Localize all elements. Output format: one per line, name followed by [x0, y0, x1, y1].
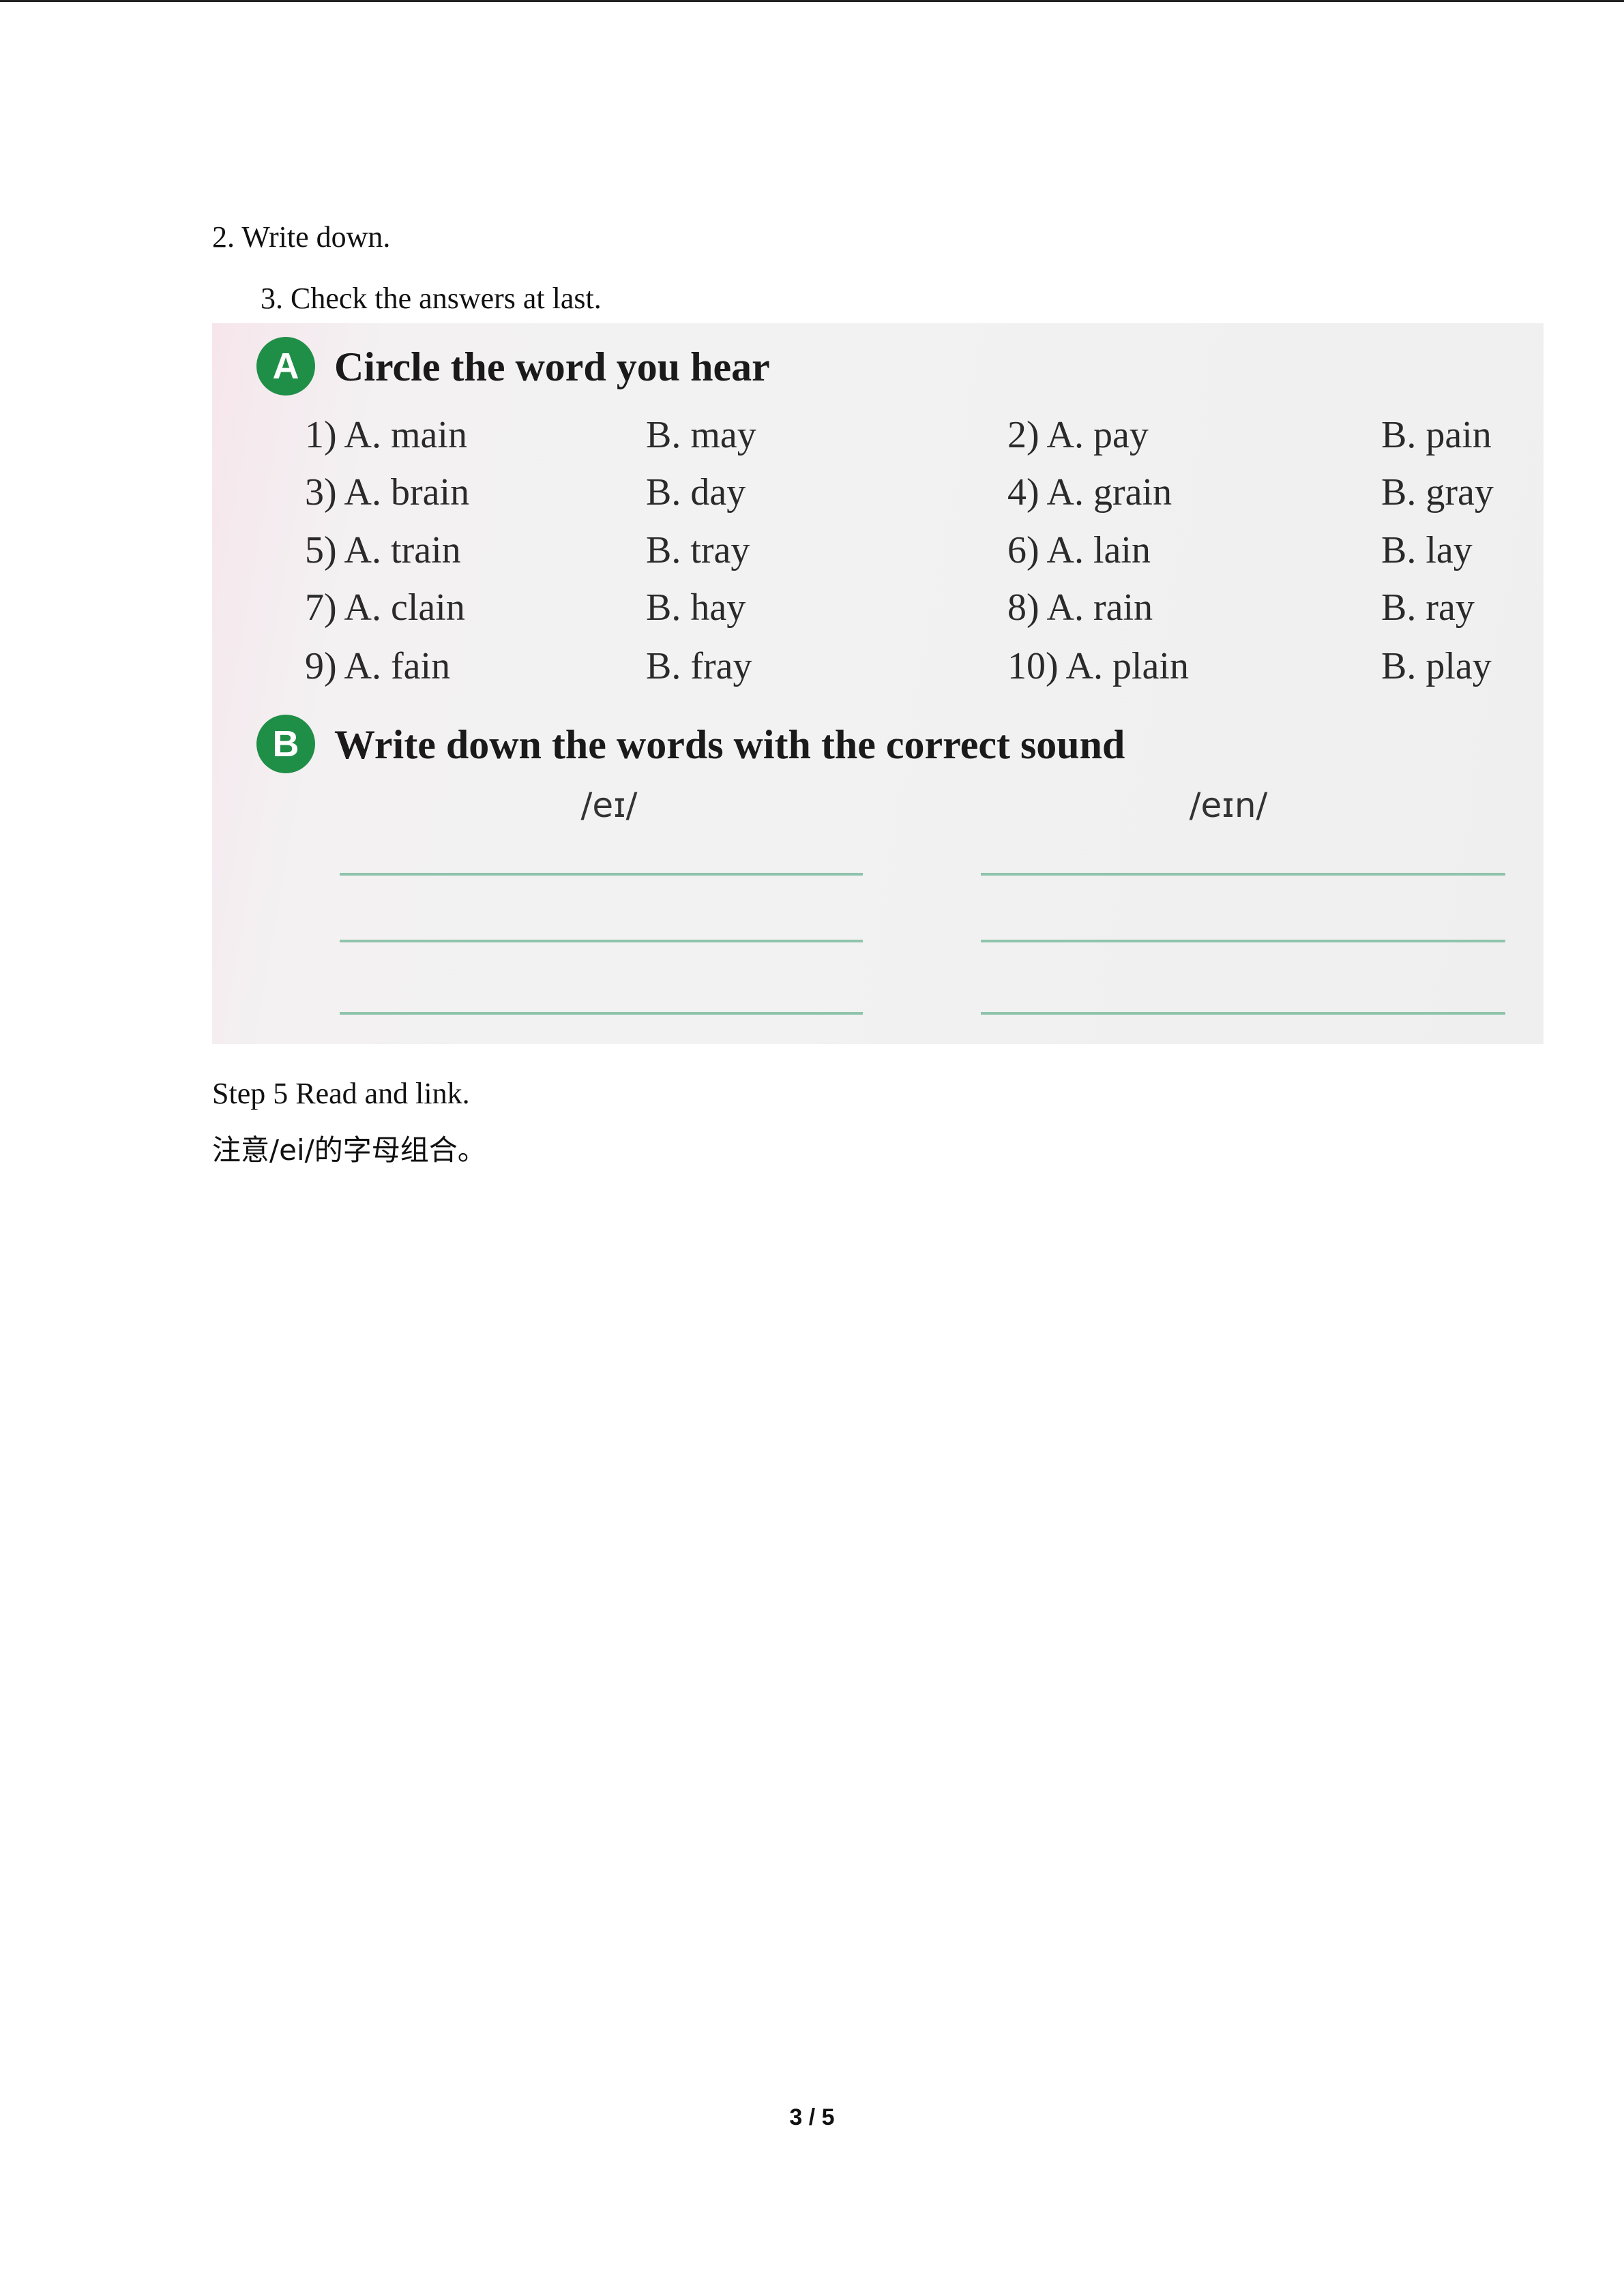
sound-ei-label: /eɪ/: [580, 786, 638, 825]
item-5-option-a: 5) A. train: [305, 529, 461, 571]
instruction-check-answers: 3. Check the answers at last.: [261, 282, 602, 315]
item-5-option-b: B. tray: [646, 529, 750, 571]
answer-line-ein-1: [981, 873, 1505, 876]
answer-line-ei-1: [340, 873, 863, 876]
page-top-border: [0, 0, 1624, 2]
item-6-option-b: B. lay: [1381, 529, 1473, 571]
item-10-option-a: 10) A. plain: [1007, 645, 1189, 687]
item-7-option-a: 7) A. clain: [305, 586, 465, 629]
instruction-write-down: 2. Write down.: [212, 220, 391, 254]
answer-line-ein-3: [981, 1012, 1505, 1015]
item-9-option-b: B. fray: [646, 645, 752, 687]
badge-a: A: [256, 337, 315, 396]
item-1-option-b: B. may: [646, 414, 756, 456]
item-3-option-b: B. day: [646, 471, 746, 513]
item-4-option-b: B. gray: [1381, 471, 1494, 513]
item-8-option-a: 8) A. rain: [1007, 586, 1153, 629]
sound-ein-label: /eɪn/: [1189, 786, 1268, 825]
item-2-option-a: 2) A. pay: [1007, 414, 1149, 456]
item-2-option-b: B. pain: [1381, 414, 1492, 456]
note-text: 注意/ei/的字母组合。: [212, 1133, 486, 1167]
item-4-option-a: 4) A. grain: [1007, 471, 1172, 513]
item-8-option-b: B. ray: [1381, 586, 1475, 629]
textbook-exercise-image: A Circle the word you hear 1) A. main B.…: [212, 323, 1544, 1044]
answer-line-ei-2: [340, 940, 863, 942]
item-1-option-a: 1) A. main: [305, 414, 467, 456]
answer-line-ein-2: [981, 940, 1505, 942]
exercise-a-title: Circle the word you hear: [334, 344, 770, 389]
answer-line-ei-3: [340, 1012, 863, 1015]
exercise-b-title: Write down the words with the correct so…: [334, 722, 1125, 767]
item-10-option-b: B. play: [1381, 645, 1492, 687]
item-3-option-a: 3) A. brain: [305, 471, 470, 513]
badge-b: B: [256, 715, 315, 773]
step5-heading: Step 5 Read and link.: [212, 1077, 470, 1110]
page-number: 3 / 5: [789, 2104, 835, 2130]
item-9-option-a: 9) A. fain: [305, 645, 451, 687]
item-7-option-b: B. hay: [646, 586, 746, 629]
item-6-option-a: 6) A. lain: [1007, 529, 1151, 571]
